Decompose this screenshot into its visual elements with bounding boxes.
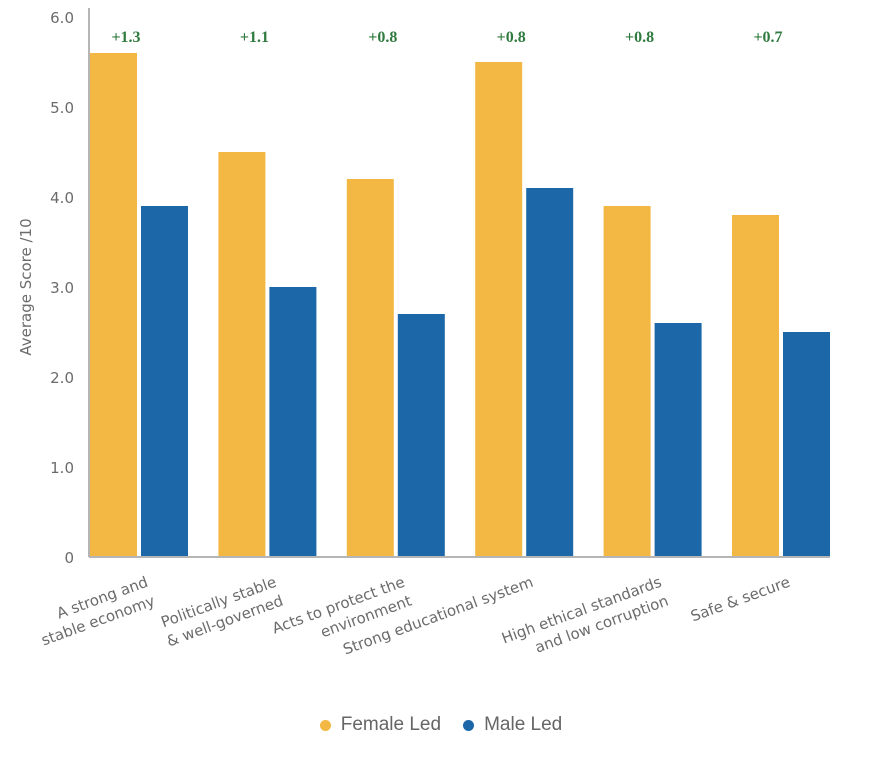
difference-annotation: +0.7 (753, 29, 782, 46)
bar-female-led[interactable] (346, 179, 394, 557)
bar-female-led[interactable] (90, 53, 137, 557)
legend-label-female-led: Female Led (340, 714, 442, 735)
category-label: Safe & secure (688, 573, 792, 626)
bars (90, 53, 830, 557)
difference-annotation: +1.1 (240, 29, 269, 46)
difference-annotation: +0.8 (625, 29, 654, 46)
bar-female-led[interactable] (603, 206, 651, 557)
y-axis-label: Average Score /10 (17, 218, 35, 355)
category-label-line: Safe & secure (688, 573, 792, 626)
bar-chart: 0 1.0 2.0 3.0 4.0 5.0 6.0 Average Score /10 +1… (17, 8, 830, 659)
bar-female-led[interactable] (218, 152, 266, 557)
bar-female-led[interactable] (475, 62, 523, 557)
y-tick-label: 6.0 (50, 9, 74, 27)
bar-male-led[interactable] (397, 314, 445, 557)
y-tick-label: 0 (64, 549, 74, 567)
bar-male-led[interactable] (141, 206, 188, 557)
y-tick-label: 2.0 (50, 369, 74, 387)
category-label: Politically stable& well-governed (159, 573, 286, 651)
y-tick-label: 4.0 (50, 189, 74, 207)
legend-marker-male-led (463, 719, 475, 731)
difference-annotation: +0.8 (497, 29, 526, 46)
bar-male-led[interactable] (269, 287, 317, 557)
difference-annotations: +1.3 +1.1 +0.8 +0.8 +0.8 +0.7 (111, 29, 782, 46)
bar-male-led[interactable] (783, 332, 830, 557)
y-tick-label: 1.0 (50, 459, 74, 477)
legend-label-male-led: Male Led (484, 714, 563, 735)
difference-annotation: +1.3 (111, 29, 140, 46)
legend-item-male-led[interactable]: Male Led (463, 714, 562, 736)
y-tick-label: 3.0 (50, 279, 74, 297)
bar-male-led[interactable] (526, 188, 574, 557)
y-tick-label: 5.0 (50, 99, 74, 117)
legend-marker-female-led (319, 719, 331, 731)
y-axis-tick-labels: 0 1.0 2.0 3.0 4.0 5.0 6.0 (50, 9, 74, 567)
legend-item-female-led[interactable]: Female Led (319, 714, 442, 736)
legend: Female Led Male Led (0, 714, 882, 736)
bar-male-led[interactable] (654, 323, 702, 557)
bar-female-led[interactable] (732, 215, 779, 557)
difference-annotation: +0.8 (368, 29, 397, 46)
